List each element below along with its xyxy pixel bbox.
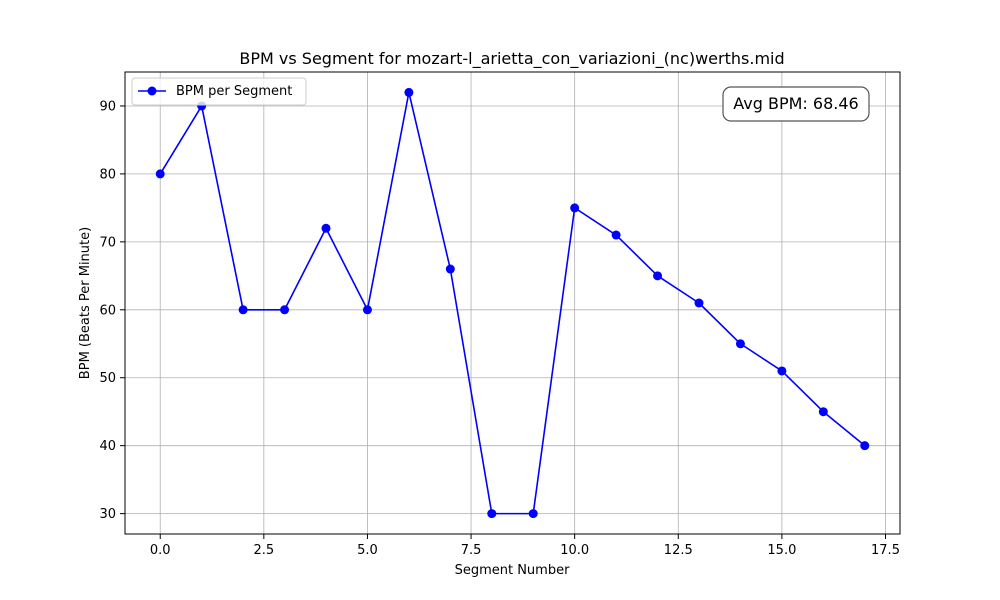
data-point	[404, 87, 414, 97]
data-point	[735, 339, 745, 349]
data-point	[818, 407, 828, 417]
data-point	[155, 169, 165, 179]
avg-bpm-annotation: Avg BPM: 68.46	[722, 86, 870, 122]
x-tick-label: 15.0	[767, 543, 796, 558]
x-tick-label: 17.5	[871, 543, 900, 558]
data-point	[528, 509, 538, 519]
data-point	[321, 223, 331, 233]
x-tick-label: 7.5	[461, 543, 482, 558]
annotation-box	[722, 86, 870, 122]
annotation-text: Avg BPM: 68.46	[733, 94, 858, 113]
legend-label: BPM per Segment	[176, 84, 292, 99]
data-point	[570, 203, 580, 213]
data-point	[487, 509, 497, 519]
y-axis-label: BPM (Beats Per Minute)	[78, 227, 93, 379]
legend: BPM per Segment	[131, 77, 307, 106]
y-tick-label: 30	[99, 507, 116, 522]
data-point	[445, 264, 455, 274]
x-axis-label: Segment Number	[455, 563, 571, 578]
series-layer	[155, 87, 870, 519]
legend-marker-swatch	[147, 86, 157, 96]
y-tick-label: 90	[99, 99, 116, 114]
legend-box	[131, 77, 307, 106]
x-tick-label: 0.0	[150, 543, 171, 558]
data-point	[860, 441, 870, 451]
data-point	[362, 305, 372, 315]
y-tick-label: 60	[99, 303, 116, 318]
data-point	[694, 298, 704, 308]
x-tick-label: 10.0	[560, 543, 589, 558]
data-point	[611, 230, 621, 240]
y-tick-label: 80	[99, 167, 116, 182]
series-line	[159, 91, 866, 515]
data-point	[653, 271, 663, 281]
x-tick-label: 12.5	[664, 543, 693, 558]
x-tick-label: 5.0	[357, 543, 378, 558]
x-axis-ticks: 0.0 2.5 5.0 7.5 10.0 12.5 15.0 17.5	[150, 534, 900, 558]
chart-title: BPM vs Segment for mozart-l_arietta_con_…	[239, 49, 784, 69]
x-tick-label: 2.5	[253, 543, 274, 558]
data-point	[238, 305, 248, 315]
y-tick-label: 70	[99, 235, 116, 250]
y-axis-ticks: 30 40 50 60 70 80 90	[99, 99, 125, 522]
y-tick-label: 40	[99, 439, 116, 454]
data-point	[280, 305, 290, 315]
plot-frame	[124, 71, 901, 535]
y-tick-label: 50	[99, 371, 116, 386]
data-point	[777, 366, 787, 376]
